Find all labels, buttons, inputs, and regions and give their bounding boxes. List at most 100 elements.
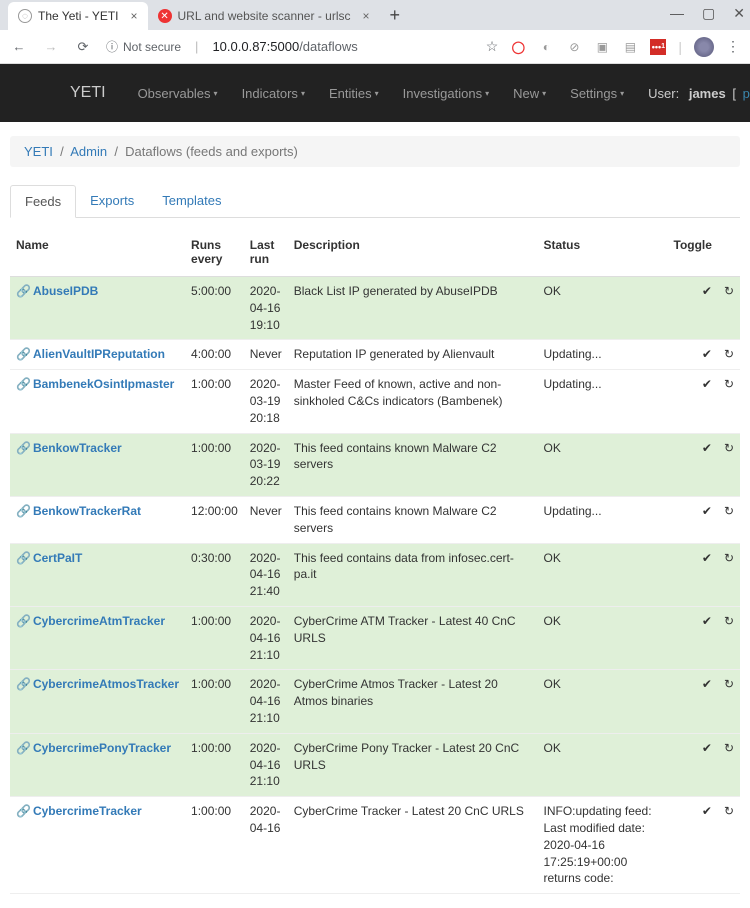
refresh-icon[interactable]: ↻: [724, 677, 734, 691]
cell-desc: This feed contains data from infosec.cer…: [288, 543, 538, 606]
profile-avatar[interactable]: [694, 37, 714, 57]
ublock-icon[interactable]: ◯: [510, 39, 526, 55]
toggle-check-icon[interactable]: ✔: [702, 804, 712, 818]
username: james: [689, 86, 726, 101]
tab-templates[interactable]: Templates: [148, 185, 235, 217]
address-url[interactable]: 10.0.0.87:5000/dataflows: [212, 39, 357, 54]
breadcrumb-admin[interactable]: Admin: [70, 144, 107, 159]
nav-entities[interactable]: Entities▾: [317, 72, 391, 115]
breadcrumb-root[interactable]: YETI: [24, 144, 53, 159]
external-link-icon[interactable]: 🔗: [16, 347, 31, 361]
external-link-icon[interactable]: 🔗: [16, 284, 31, 298]
th-desc[interactable]: Description: [288, 232, 538, 277]
cell-desc: Reputation IP generated by Alienvault: [288, 340, 538, 370]
refresh-icon[interactable]: ↻: [724, 377, 734, 391]
nav-new[interactable]: New▾: [501, 72, 558, 115]
feed-name-link[interactable]: AlienVaultIPReputation: [33, 347, 165, 361]
cell-runs: 4:00:00: [185, 340, 244, 370]
nav-observables[interactable]: Observables▾: [126, 72, 230, 115]
external-link-icon[interactable]: 🔗: [16, 551, 31, 565]
back-icon[interactable]: ←: [10, 39, 28, 54]
feed-name-link[interactable]: BenkowTracker: [33, 441, 122, 455]
nav-label: Entities: [329, 86, 372, 101]
breadcrumb-current: Dataflows (feeds and exports): [125, 144, 298, 159]
new-tab-button[interactable]: +: [380, 5, 411, 26]
th-status[interactable]: Status: [538, 232, 668, 277]
th-last[interactable]: Last run: [244, 232, 288, 277]
refresh-icon[interactable]: ↻: [724, 504, 734, 518]
refresh-icon[interactable]: ↻: [724, 614, 734, 628]
feed-name-link[interactable]: CybercrimePonyTracker: [33, 741, 171, 755]
globe-icon: ◌: [18, 9, 32, 23]
nav-indicators[interactable]: Indicators▾: [230, 72, 317, 115]
refresh-icon[interactable]: ↻: [724, 741, 734, 755]
refresh-icon[interactable]: ↻: [724, 284, 734, 298]
external-link-icon[interactable]: 🔗: [16, 377, 31, 391]
table-row: 🔗BenkowTracker1:00:002020-03-19 20:22Thi…: [10, 433, 740, 496]
cell-last: 2020-04-16: [244, 797, 288, 894]
external-link-icon[interactable]: 🔗: [16, 504, 31, 518]
browser-tab-active[interactable]: ◌ The Yeti - YETI ×: [8, 2, 148, 30]
separator: |: [678, 39, 682, 55]
nav-settings[interactable]: Settings▾: [558, 72, 636, 115]
toggle-check-icon[interactable]: ✔: [702, 441, 712, 455]
extension-icon[interactable]: ▤: [622, 39, 638, 55]
cell-desc: CyberCrime Tracker - Latest 20 CnC URLS: [288, 797, 538, 894]
feed-name-link[interactable]: CybercrimeAtmosTracker: [33, 677, 179, 691]
toggle-check-icon[interactable]: ✔: [702, 677, 712, 691]
extension-icon[interactable]: ▣: [594, 39, 610, 55]
tab-title: URL and website scanner - urlsc: [178, 9, 351, 23]
browser-tab-inactive[interactable]: ✕ URL and website scanner - urlsc ×: [148, 2, 380, 30]
toggle-check-icon[interactable]: ✔: [702, 347, 712, 361]
brand-logo[interactable]: YETI: [70, 84, 106, 102]
external-link-icon[interactable]: 🔗: [16, 741, 31, 755]
toggle-check-icon[interactable]: ✔: [702, 284, 712, 298]
th-toggle[interactable]: Toggle: [668, 232, 718, 277]
reload-icon[interactable]: ⟳: [74, 39, 92, 55]
extension-icon[interactable]: ◐: [538, 39, 554, 55]
refresh-icon[interactable]: ↻: [724, 804, 734, 818]
external-link-icon[interactable]: 🔗: [16, 804, 31, 818]
feed-name-link[interactable]: CybercrimeAtmTracker: [33, 614, 165, 628]
nav-investigations[interactable]: Investigations▾: [391, 72, 502, 115]
cell-desc: CyberCrime Pony Tracker - Latest 20 CnC …: [288, 733, 538, 796]
refresh-icon[interactable]: ↻: [724, 441, 734, 455]
cell-runs: 1:00:00: [185, 370, 244, 433]
tab-exports[interactable]: Exports: [76, 185, 148, 217]
maximize-icon[interactable]: ▢: [702, 5, 715, 22]
toggle-check-icon[interactable]: ✔: [702, 614, 712, 628]
minimize-icon[interactable]: —: [670, 5, 684, 22]
feed-name-link[interactable]: BambenekOsintIpmaster: [33, 377, 174, 391]
external-link-icon[interactable]: 🔗: [16, 441, 31, 455]
refresh-icon[interactable]: ↻: [724, 551, 734, 565]
feed-name-link[interactable]: AbuseIPDB: [33, 284, 98, 298]
feed-name-link[interactable]: CertPaIT: [33, 551, 82, 565]
external-link-icon[interactable]: 🔗: [16, 677, 31, 691]
profile-link[interactable]: profile: [743, 86, 750, 101]
toggle-check-icon[interactable]: ✔: [702, 551, 712, 565]
cell-last: 2020-04-16 21:10: [244, 733, 288, 796]
toggle-check-icon[interactable]: ✔: [702, 504, 712, 518]
lastpass-icon[interactable]: •••1: [650, 39, 666, 55]
toggle-check-icon[interactable]: ✔: [702, 377, 712, 391]
feed-name-link[interactable]: BenkowTrackerRat: [33, 504, 141, 518]
tab-feeds[interactable]: Feeds: [10, 185, 76, 218]
th-name[interactable]: Name: [10, 232, 185, 277]
menu-icon[interactable]: ⋮: [726, 38, 740, 55]
forward-icon[interactable]: →: [42, 39, 60, 54]
feed-name-link[interactable]: CybercrimeTracker: [33, 804, 142, 818]
refresh-icon[interactable]: ↻: [724, 347, 734, 361]
url-host: 10.0.0.87:5000: [212, 39, 299, 54]
close-icon[interactable]: ×: [362, 9, 369, 23]
th-runs[interactable]: Runs every: [185, 232, 244, 277]
star-icon[interactable]: ☆: [486, 38, 499, 55]
security-indicator[interactable]: ⓘ Not secure: [106, 38, 181, 55]
close-icon[interactable]: ×: [131, 9, 138, 23]
table-row: 🔗BenkowTrackerRat12:00:00NeverThis feed …: [10, 496, 740, 543]
toggle-check-icon[interactable]: ✔: [702, 741, 712, 755]
noscript-icon[interactable]: ⊘: [566, 39, 582, 55]
not-secure-label: Not secure: [123, 40, 181, 54]
external-link-icon[interactable]: 🔗: [16, 614, 31, 628]
content-tabs: Feeds Exports Templates: [10, 185, 740, 218]
close-icon[interactable]: ✕: [733, 5, 745, 22]
